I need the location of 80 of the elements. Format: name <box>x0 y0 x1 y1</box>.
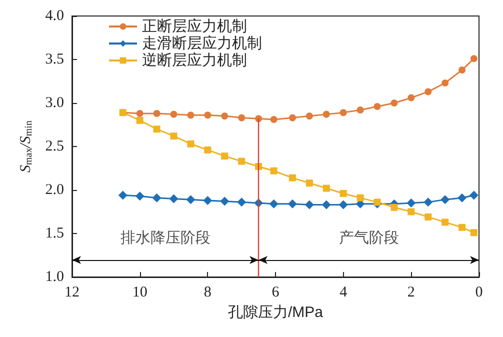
point <box>442 79 449 86</box>
point <box>152 193 162 202</box>
point <box>118 190 128 200</box>
point <box>220 196 230 206</box>
point <box>221 152 228 160</box>
point <box>374 102 381 110</box>
point <box>135 192 144 201</box>
x-tick-label: 10 <box>132 284 148 300</box>
y-tick-label: 4.0 <box>45 8 64 24</box>
point <box>136 110 144 117</box>
point <box>255 115 262 122</box>
point <box>356 106 364 114</box>
legend-label: 走滑断层应力机制 <box>142 35 262 52</box>
y-tick-label: 3.0 <box>45 95 64 111</box>
point <box>288 174 296 182</box>
point <box>170 132 178 140</box>
point <box>424 198 433 207</box>
point <box>288 199 297 208</box>
y-tick-label: 1.5 <box>45 226 64 242</box>
y-axis-title: Smax/Smin <box>18 120 34 172</box>
point <box>237 198 246 207</box>
point <box>238 158 246 165</box>
point <box>408 94 415 102</box>
y-tick-label: 1.0 <box>45 269 64 285</box>
point <box>306 112 313 120</box>
point <box>288 114 296 122</box>
legend-label: 逆断层应力机制 <box>142 52 247 69</box>
annotation: 排水降压阶段 <box>120 229 210 246</box>
point <box>153 110 160 117</box>
point <box>169 194 178 204</box>
y-tick-label: 3.5 <box>45 52 64 68</box>
point <box>187 140 194 148</box>
legend-label: 正断层应力机制 <box>142 18 247 35</box>
point <box>203 196 212 205</box>
point <box>204 146 212 154</box>
point <box>458 193 467 202</box>
point <box>424 88 432 96</box>
point <box>470 55 478 62</box>
x-tick-label: 4 <box>340 284 348 300</box>
point <box>270 116 278 124</box>
point <box>322 110 330 118</box>
point <box>187 112 194 119</box>
x-tick-label: 0 <box>475 284 483 300</box>
point <box>458 224 466 231</box>
x-axis-title: 孔隙压力/MPa <box>228 304 324 321</box>
point <box>204 112 212 119</box>
annotation: 产气阶段 <box>338 229 399 246</box>
y-tick-label: 2.5 <box>45 138 64 154</box>
point <box>338 200 348 210</box>
x-tick-label: 12 <box>64 284 80 300</box>
point <box>469 190 478 200</box>
point <box>374 198 381 206</box>
point <box>470 229 478 236</box>
x-tick-label: 2 <box>407 284 415 300</box>
point <box>306 180 313 187</box>
point <box>442 218 449 226</box>
point <box>406 198 416 208</box>
point <box>340 109 347 116</box>
point <box>322 200 331 210</box>
x-tick-label: 6 <box>272 284 280 300</box>
point <box>170 110 178 118</box>
x-tick-label: 8 <box>204 284 212 300</box>
point <box>356 194 364 202</box>
point <box>458 66 466 74</box>
point <box>269 199 278 208</box>
point <box>322 184 330 192</box>
point <box>390 100 398 106</box>
point <box>408 208 415 216</box>
point <box>440 195 450 204</box>
point <box>340 190 347 197</box>
point <box>270 167 278 174</box>
y-tick-label: 2.0 <box>45 182 64 198</box>
point <box>136 116 144 124</box>
point <box>424 213 432 220</box>
point <box>238 114 246 122</box>
point <box>221 112 228 120</box>
point <box>153 126 160 133</box>
point <box>390 204 398 211</box>
point <box>186 195 196 204</box>
point <box>304 200 314 210</box>
